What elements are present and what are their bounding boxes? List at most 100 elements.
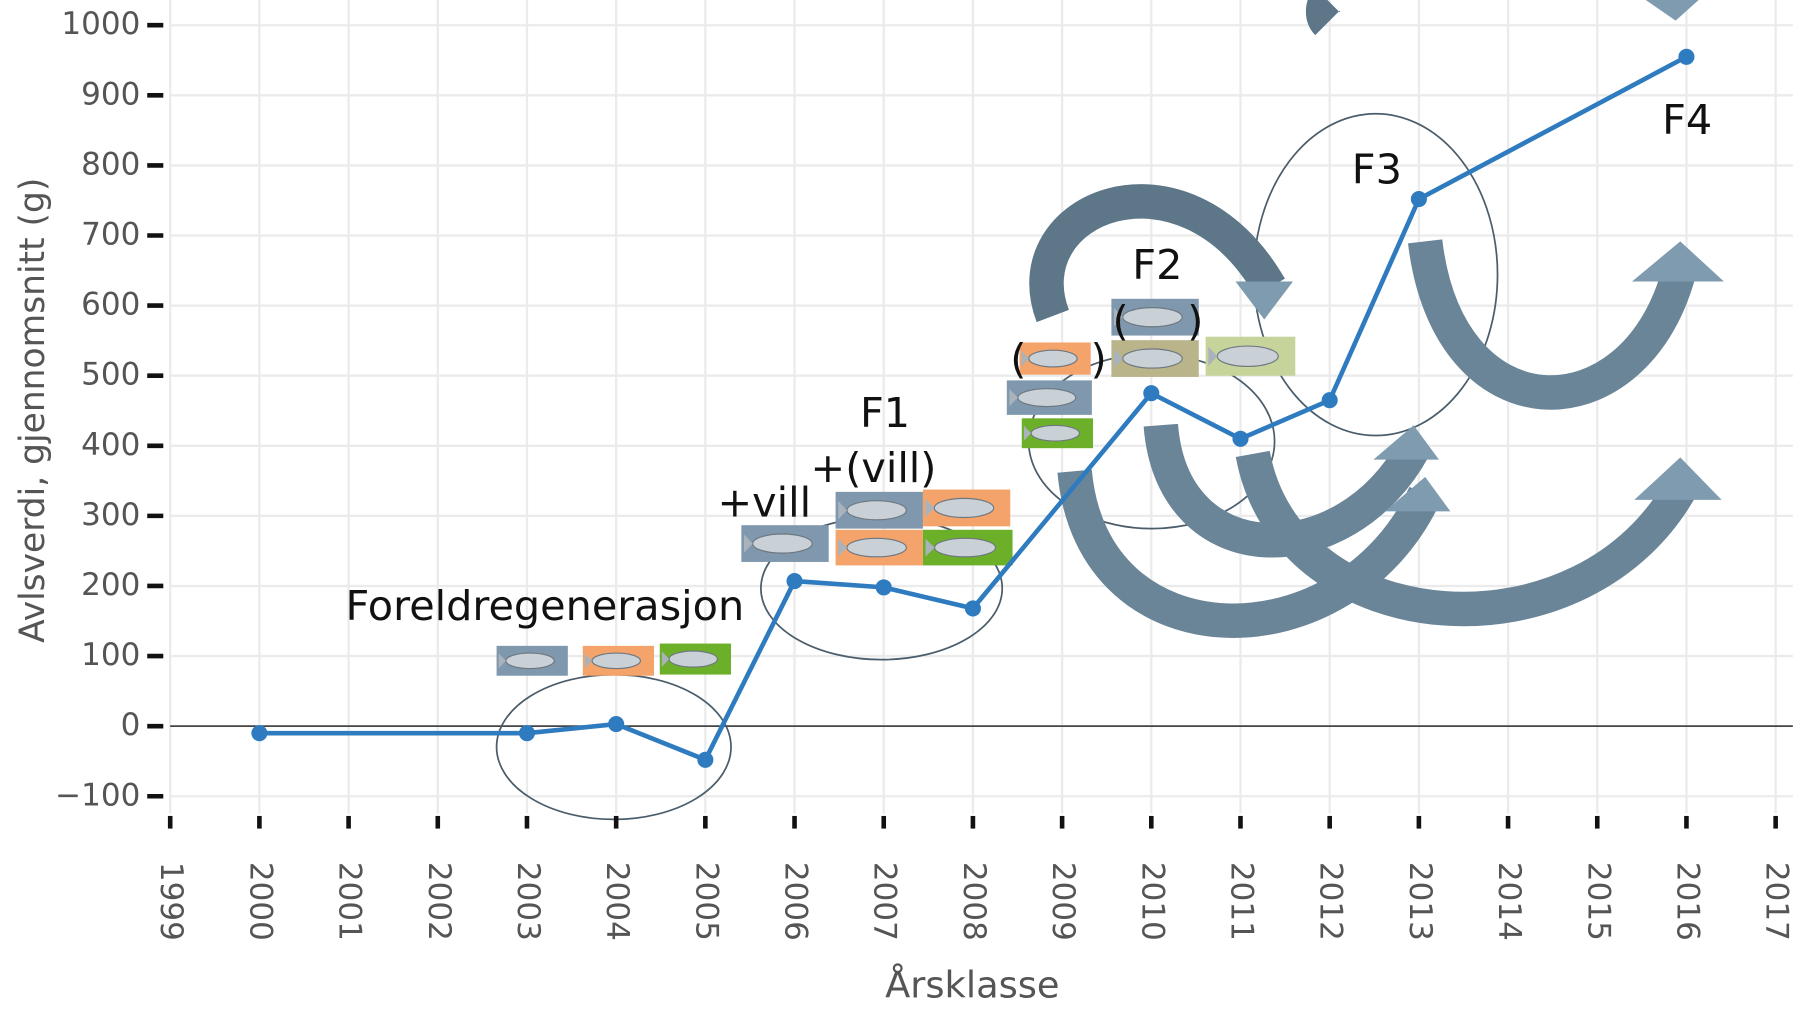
fish-body	[1122, 348, 1183, 369]
arrowhead	[1645, 0, 1699, 21]
x-tick-label: 2010	[1134, 862, 1170, 941]
x-tick-label: 2016	[1669, 862, 1705, 941]
fish-body	[668, 650, 719, 668]
x-tick-label: 2008	[956, 862, 992, 941]
fish-body	[1030, 424, 1081, 442]
annotation: (	[1113, 297, 1129, 345]
fish-tail	[498, 653, 506, 669]
fish-body	[752, 533, 813, 554]
plot: 1999 2000 2001 2002 2003 2004 2005 2006 2007 2008…	[55, 6, 1793, 941]
decorations	[495, 0, 1724, 821]
fish-tail	[1009, 389, 1018, 407]
fish-body	[846, 537, 907, 558]
point	[518, 725, 536, 742]
fish-tail	[1114, 349, 1123, 368]
fish-tail	[661, 651, 670, 667]
arrowheads	[1235, 0, 1724, 512]
fish-icons	[496, 298, 1296, 676]
x-axis-label: Årsklasse	[885, 963, 1059, 1007]
line	[259, 54, 1688, 763]
annotation: )	[1091, 335, 1107, 383]
ellipse	[495, 673, 732, 821]
y-tick-label: 1000	[61, 6, 140, 42]
fish-tail	[1208, 346, 1218, 367]
x-tick-label: 2001	[332, 862, 368, 941]
x-tick-label: 2006	[778, 862, 814, 941]
fish-tail	[838, 501, 847, 520]
point	[786, 573, 803, 590]
x-tick-label: 2015	[1580, 862, 1616, 941]
fish-body	[1017, 388, 1077, 408]
point	[1143, 385, 1160, 402]
annotation: +vill	[718, 479, 812, 527]
x-tick-label: 2013	[1402, 862, 1438, 941]
arrowhead	[1631, 241, 1724, 282]
y-tick-label: 400	[81, 427, 140, 463]
point	[697, 751, 714, 768]
arrow	[1235, 450, 1699, 627]
fish-tail	[925, 538, 935, 557]
y-tick-label: −100	[55, 777, 140, 813]
fish-body	[933, 497, 995, 519]
fish-body	[1028, 349, 1078, 368]
x-tick-label: 2014	[1491, 862, 1527, 941]
fish-tail	[584, 653, 593, 669]
annotation: )	[1187, 297, 1203, 345]
fish-tail	[743, 534, 753, 553]
point	[1410, 191, 1427, 208]
point	[251, 725, 268, 742]
fish-tail	[1021, 350, 1029, 367]
fish-body	[846, 500, 907, 521]
arrowhead	[1384, 476, 1451, 512]
x-tick-label: 2005	[688, 862, 724, 941]
annotation: F2	[1132, 241, 1182, 289]
y-tick-label: 0	[121, 707, 141, 743]
arrow	[1029, 184, 1285, 323]
point	[1321, 392, 1338, 409]
x-tick-label: 2000	[242, 862, 278, 941]
fish-body	[1122, 307, 1183, 328]
y-tick-label: 500	[81, 357, 140, 393]
y-tick-label: 700	[81, 217, 140, 253]
annotation: +(vill)	[811, 444, 937, 492]
y-tick-label: 100	[81, 637, 140, 673]
fish-body	[934, 537, 997, 558]
arrowhead	[1373, 425, 1439, 460]
annotation: F3	[1352, 145, 1402, 193]
arrowhead	[1235, 281, 1293, 320]
y-tick-label: 300	[81, 497, 140, 533]
y-tick-label: 800	[81, 146, 140, 182]
point	[1232, 430, 1249, 447]
x-tick-label: 2007	[867, 862, 903, 941]
x-tick-label: 2009	[1045, 862, 1081, 941]
x-tick-label: 2012	[1313, 862, 1349, 941]
fish-body	[505, 652, 555, 670]
arrow	[1057, 469, 1441, 638]
fish-tail	[1114, 307, 1123, 327]
fish-tail	[1023, 425, 1032, 441]
point	[964, 600, 981, 617]
x-tick-label: 1999	[153, 862, 189, 941]
x-tick-label: 2011	[1223, 862, 1259, 941]
point	[608, 716, 625, 733]
x-tick-label: 2017	[1759, 862, 1793, 941]
fish-tail	[838, 538, 847, 557]
arrows	[1029, 0, 1699, 638]
arrow	[1143, 423, 1429, 558]
y-tick-label: 600	[81, 287, 140, 323]
y-axis-label: Avlsverdi, gjennomsnitt (g)	[13, 178, 53, 643]
fish-body	[591, 652, 642, 670]
x-tick-label: 2004	[599, 862, 635, 941]
fish-tail	[925, 498, 935, 518]
arrow	[1305, 0, 1342, 36]
annotation: F4	[1662, 96, 1712, 144]
point	[1678, 48, 1695, 65]
arrow	[1408, 239, 1695, 410]
annotation: (	[1010, 335, 1026, 383]
x-tick-label: 2002	[421, 862, 457, 941]
y-tick-label: 900	[81, 76, 140, 112]
annotation: F1	[860, 389, 910, 437]
fish-body	[1216, 345, 1279, 367]
